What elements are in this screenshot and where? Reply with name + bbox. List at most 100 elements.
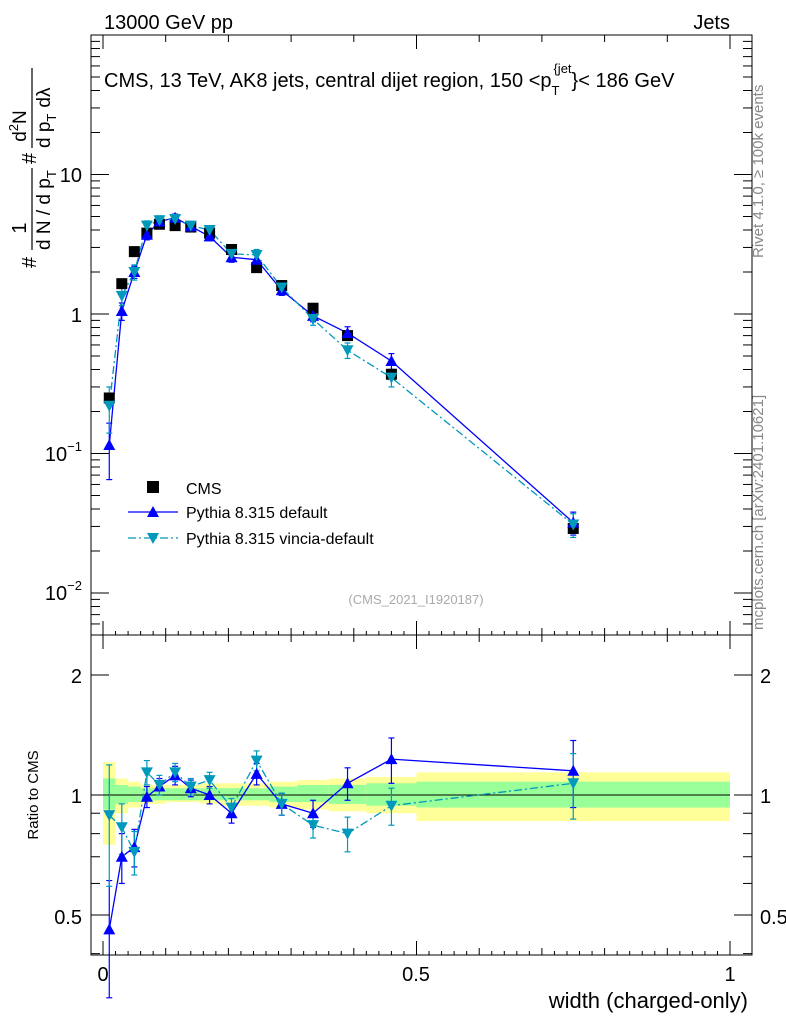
main-pythia-8-315-default-point-0	[103, 439, 116, 451]
ratio-y-tick-label-2-right: 2	[760, 666, 771, 688]
main-pythia-8-315-vincia-default-point-2	[128, 267, 141, 279]
ratio-y-tick-label-1-left: 1	[71, 786, 82, 808]
ratio-y-tick-label-0.5-right: 0.5	[760, 907, 786, 929]
main-cms-point-2	[128, 246, 140, 258]
ratio-pythia-8-315-vincia-default-point-12	[341, 828, 354, 840]
main-pythia-8-315-vincia-default-point-0	[103, 400, 116, 412]
main-pythia-8-315-vincia-default-point-12	[341, 345, 354, 357]
ylabel-one: 1	[9, 222, 31, 233]
title-suffix: }< 186 GeV	[572, 70, 676, 92]
legend-marker-cms	[147, 481, 159, 493]
main-y-label: # 1 d N / d pT # d2N d pTdλ	[6, 68, 59, 268]
main-pythia-8-315-default-line	[108, 217, 574, 524]
ratio-pythia-8-315-default-point-14	[567, 764, 580, 776]
main-pythia-8-315-default-point-13	[385, 355, 398, 367]
main-pythia-8-315-vincia-default-point-9	[250, 249, 263, 261]
plot-title: CMS, 13 TeV, AK8 jets, central dijet reg…	[104, 61, 675, 98]
main-pythia-8-315-vincia-default-point-4	[153, 215, 166, 227]
title-prefix: CMS, 13 TeV, AK8 jets, central dijet reg…	[104, 70, 540, 92]
ratio-pythia-8-315-vincia-default-point-8	[225, 802, 238, 814]
legend-label-vincia: Pythia 8.315 vincia-default	[186, 531, 374, 548]
ratio-y-tick-label-0.5-left: 0.5	[54, 907, 82, 929]
ratio-pythia-8-315-default-point-0	[103, 923, 116, 935]
main-pythia-8-315-vincia-default-point-11	[307, 314, 320, 326]
ratio-band-stat-5	[165, 788, 185, 801]
main-axis-ticks	[91, 35, 752, 636]
ratio-pythia-8-315-default-point-13	[385, 753, 398, 765]
ratio-band-stat-8	[218, 788, 245, 801]
ratio-pythia-8-315-vincia-default-point-3	[140, 767, 153, 779]
ratio-pythia-8-315-default-point-7	[203, 789, 216, 800]
ratio-band-stat-2	[128, 786, 141, 803]
ratio-pythia-8-315-vincia-default-point-2	[128, 846, 141, 858]
x-axis-label: width (charged-only)	[548, 988, 748, 1013]
ratio-pythia-8-315-vincia-default-point-5	[169, 767, 182, 779]
main-pythia-8-315-default-point-12	[341, 327, 354, 339]
header-energy: 13000 GeV pp	[104, 12, 233, 34]
main-pythia-8-315-vincia-default-line	[108, 218, 574, 525]
legend-marker-vincia	[147, 533, 159, 544]
main-cms-point-5	[169, 220, 181, 232]
header-process: Jets	[693, 12, 730, 34]
title-sup: {jet	[553, 61, 571, 76]
main-pythia-8-315-default-point-3	[140, 228, 153, 240]
ratio-pythia-8-315-vincia-default-point-4	[153, 779, 166, 791]
legend-marker-default	[147, 506, 159, 517]
main-y-tick-label-1: 1	[71, 305, 82, 327]
legend-label-cms: CMS	[186, 481, 222, 498]
main-y-tick-label-0.1: 10−1	[45, 439, 82, 466]
ratio-pythia-8-315-vincia-default-point-14	[567, 778, 580, 790]
ratio-pythia-8-315-default-point-3	[140, 790, 153, 802]
main-pythia-8-315-default-point-1	[115, 305, 128, 317]
ratio-pythia-8-315-vincia-default-point-10	[275, 798, 288, 810]
main-y-tick-label-0.01: 10−2	[45, 578, 82, 605]
ratio-frame	[90, 634, 753, 956]
ylabel-denominator: d N / d pT	[34, 170, 59, 250]
legend-label-default: Pythia 8.315 default	[186, 505, 328, 522]
main-cms-point-1	[116, 278, 128, 290]
ratio-y-tick-label-1-right: 1	[760, 786, 771, 808]
main-pythia-8-315-vincia-default-point-8	[225, 248, 238, 260]
title-sub: T	[552, 83, 560, 98]
ylabel-hash: #	[19, 256, 41, 268]
ratio-axis-ticks	[91, 635, 752, 955]
ratio-band-stat-11	[297, 784, 329, 803]
main-cms-point-9	[251, 262, 263, 274]
main-y-tick-label-10: 10	[60, 165, 82, 187]
main-pythia-8-315-vincia-default-point-7	[203, 225, 216, 237]
ratio-band-stat-1	[115, 784, 129, 804]
main-plot-content	[103, 211, 580, 539]
legend: CMS Pythia 8.315 default Pythia 8.315 vi…	[128, 481, 374, 548]
ratio-pythia-8-315-default-point-1	[115, 850, 128, 862]
ratio-pythia-8-315-vincia-default-point-6	[184, 781, 197, 793]
rivet-version: Rivet 4.1.0, ≥ 100k events	[750, 85, 767, 258]
ratio-plot-content	[103, 737, 730, 999]
ratio-pythia-8-315-vincia-default-point-13	[385, 800, 398, 812]
main-pythia-8-315-vincia-default-point-13	[385, 372, 398, 384]
x-tick-label-0.5: 0.5	[402, 964, 430, 986]
ratio-pythia-8-315-default-point-9	[250, 767, 263, 779]
x-tick-label-1: 1	[724, 964, 735, 986]
x-tick-label-0: 0	[97, 964, 108, 986]
main-pythia-8-315-vincia-default-point-3	[140, 220, 153, 232]
main-pythia-8-315-vincia-default-point-5	[169, 213, 182, 225]
title-p: p	[540, 70, 551, 92]
watermark: (CMS_2021_I1920187)	[348, 592, 483, 607]
ylabel-d2n: d2N	[6, 110, 31, 142]
ratio-pythia-8-315-vincia-default-point-11	[307, 820, 320, 832]
main-cms-point-0	[103, 392, 115, 404]
ylabel-hash-2: #	[19, 152, 41, 164]
ylabel-numerator: d pTdλ	[34, 87, 59, 148]
ratio-y-tick-label-2-left: 2	[71, 666, 82, 688]
ratio-pythia-8-315-vincia-default-point-9	[250, 755, 263, 767]
main-pythia-8-315-vincia-default-point-14	[567, 519, 580, 531]
ratio-y-label: Ratio to CMS	[25, 750, 42, 839]
mcplots-credit: mcplots.cern.ch [arXiv:2401.10621]	[750, 395, 767, 630]
main-cms-point-11	[307, 302, 319, 314]
ratio-pythia-8-315-vincia-default-point-7	[203, 775, 216, 787]
main-pythia-8-315-vincia-default-point-10	[275, 282, 288, 294]
ratio-pythia-8-315-vincia-default-point-0	[103, 810, 116, 822]
ratio-pythia-8-315-default-point-11	[307, 807, 320, 819]
ratio-band-stat-9	[244, 788, 270, 801]
